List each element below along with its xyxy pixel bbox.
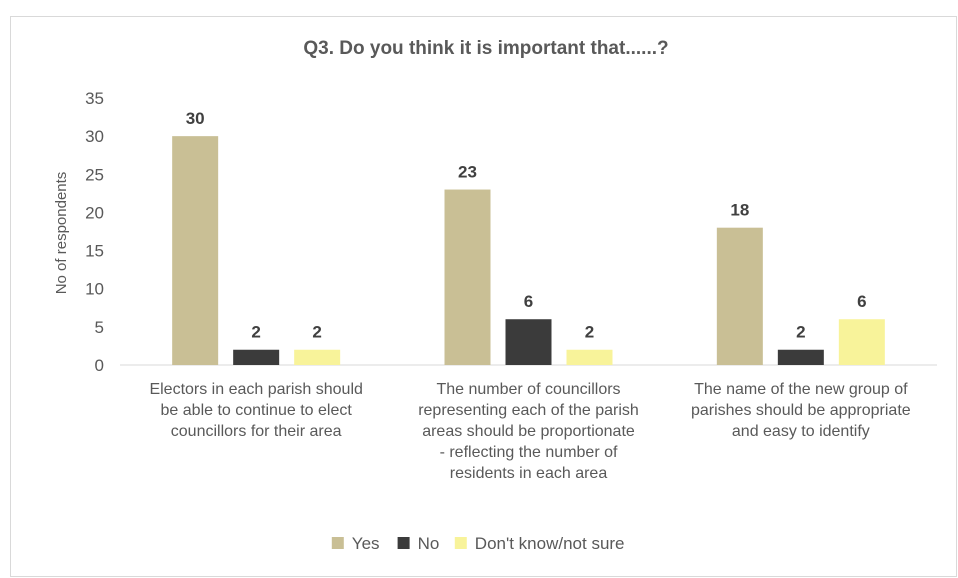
y-tick-label: 10 <box>85 280 104 299</box>
y-tick-label: 30 <box>85 127 104 146</box>
y-axis-ticks: 0 5 10 15 20 25 30 35 <box>85 89 104 375</box>
legend-swatch <box>454 537 467 549</box>
category-label-line: The number of councillors <box>436 381 620 398</box>
legend-label: Don't know/not sure <box>475 534 625 553</box>
category-label-line: be able to continue to elect <box>161 402 353 419</box>
category-labels-group: Electors in each parish should be able to… <box>149 381 910 482</box>
category-label-line: parishes should be appropriate <box>691 402 911 419</box>
data-label: 2 <box>251 323 260 342</box>
data-label: 2 <box>796 323 805 342</box>
y-tick-label: 25 <box>85 165 104 184</box>
y-tick-label: 0 <box>95 356 104 375</box>
y-tick-label: 20 <box>85 203 104 222</box>
bar-don-t-know-not-sure-1 <box>566 349 613 365</box>
bar-yes-0 <box>172 136 219 365</box>
data-labels-group: 30 2 2 23 6 2 18 2 6 <box>186 109 867 342</box>
legend-swatch <box>331 537 344 549</box>
data-label: 23 <box>458 163 477 182</box>
data-label: 30 <box>186 109 205 128</box>
bar-don-t-know-not-sure-0 <box>294 349 341 365</box>
category-label-line: - reflecting the number of <box>440 444 618 461</box>
legend-label: No <box>418 534 440 553</box>
data-label: 6 <box>524 292 533 311</box>
legend-swatch <box>397 537 410 549</box>
bar-don-t-know-not-sure-2 <box>838 319 885 365</box>
y-tick-label: 15 <box>85 242 104 261</box>
y-axis-label: No of respondents <box>53 172 70 295</box>
bar-no-1 <box>505 319 552 365</box>
legend: Yes No Don't know/not sure <box>331 534 625 553</box>
category-label-line: representing each of the parish <box>418 402 639 419</box>
category-label-line: and easy to identify <box>732 423 870 440</box>
y-tick-label: 35 <box>85 89 104 108</box>
bars-group <box>172 136 885 365</box>
y-tick-label: 5 <box>95 318 104 337</box>
data-label: 2 <box>312 323 321 342</box>
data-label: 6 <box>857 292 866 311</box>
category-label-line: Electors in each parish should <box>149 381 362 398</box>
data-label: 2 <box>585 323 594 342</box>
data-label: 18 <box>730 201 749 220</box>
category-label-line: residents in each area <box>450 465 608 482</box>
chart-title: Q3. Do you think it is important that...… <box>303 38 668 59</box>
bar-yes-2 <box>716 227 763 365</box>
legend-label: Yes <box>352 534 380 553</box>
category-label-line: areas should be proportionate <box>422 423 635 440</box>
category-label-line: councillors for their area <box>171 423 342 440</box>
bar-no-2 <box>777 349 824 365</box>
bar-no-0 <box>233 349 280 365</box>
bar-yes-1 <box>444 189 491 365</box>
category-label-line: The name of the new group of <box>694 381 908 398</box>
